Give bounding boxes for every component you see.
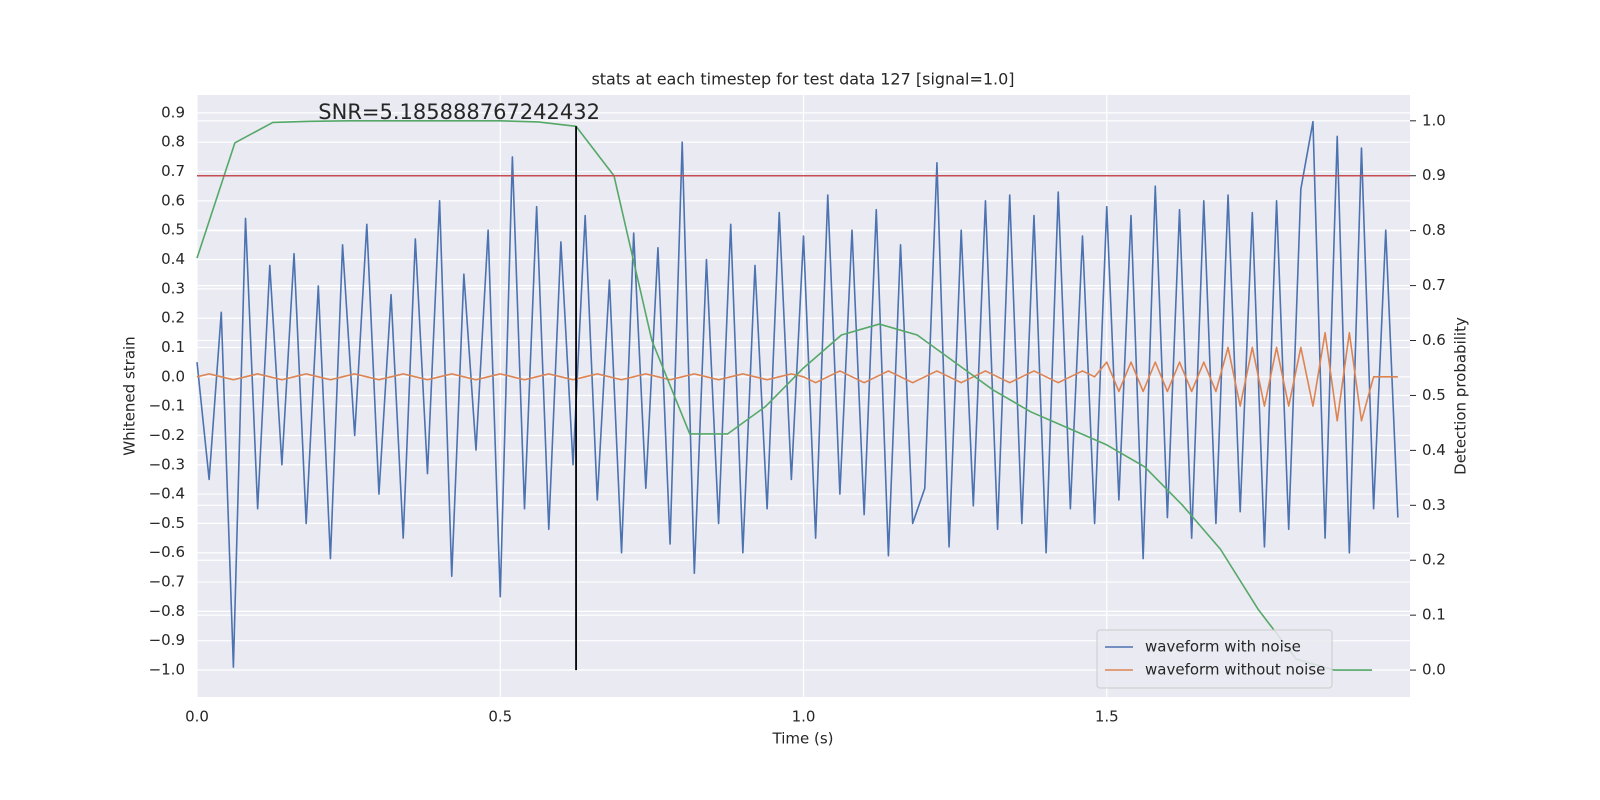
- legend-box: [1096, 629, 1333, 689]
- y-tick-label: 0.3: [161, 279, 185, 297]
- y-tick-label: 0.8: [161, 133, 185, 151]
- y-tick-label: 0.1: [161, 338, 185, 356]
- y-axis-label: Whitened strain: [121, 336, 139, 455]
- annotation: SNR=5.185888767242432: [318, 100, 600, 124]
- series-line: [196, 120, 1373, 671]
- y2-tick-label: 0.9: [1422, 166, 1446, 184]
- y-tick-label: −0.9: [149, 631, 185, 649]
- series-line: [196, 332, 1398, 422]
- x-axis-label: Time (s): [772, 730, 834, 748]
- y-tick-label: −0.3: [149, 455, 185, 473]
- y2-tick-label: 0.8: [1422, 221, 1446, 239]
- y2-tick-label: 0.6: [1422, 331, 1446, 349]
- y-tick-label: 0.7: [161, 162, 185, 180]
- chart-title: stats at each timestep for test data 127…: [591, 70, 1014, 89]
- y-tick-label: 0.6: [161, 191, 185, 209]
- y2-tick-label: 0.0: [1422, 661, 1446, 679]
- x-tick-label: 1.0: [792, 708, 816, 726]
- y-tick-label: −0.6: [149, 543, 185, 561]
- y-tick-label: −0.1: [149, 397, 185, 415]
- x-tick-label: 0.0: [185, 708, 209, 726]
- legend: waveform with noise waveform without nois…: [1096, 629, 1333, 689]
- y2-tick-label: 1.0: [1422, 111, 1446, 129]
- legend-label: waveform without noise: [1145, 661, 1325, 679]
- y2-axis-label: Detection probability: [1452, 317, 1470, 475]
- y2-tick-label: 0.7: [1422, 276, 1446, 294]
- y-tick-label: 0.4: [161, 250, 185, 268]
- series-line: [196, 120, 1399, 668]
- legend-label: waveform with noise: [1145, 638, 1301, 656]
- x-tick-label: 1.5: [1095, 708, 1119, 726]
- y-tick-label: 0.9: [161, 103, 185, 121]
- y-tick-label: 0.0: [161, 367, 185, 385]
- y-tick-label: −0.8: [149, 602, 185, 620]
- marks: [196, 120, 1410, 671]
- y-tick-label: −0.5: [149, 514, 185, 532]
- y2-tick-label: 0.2: [1422, 551, 1446, 569]
- labels: 0.0 0.5 1.0 1.5 −1.0 −0.9 −0.8 −0.7 −0.6 −0.5 −0.4…: [149, 100, 1446, 726]
- y-tick-label: −0.2: [149, 426, 185, 444]
- y-tick-label: −0.7: [149, 573, 185, 591]
- y-tick-label: 0.2: [161, 309, 185, 327]
- y-tick-label: 0.5: [161, 221, 185, 239]
- y2-tick-label: 0.4: [1422, 441, 1446, 459]
- y2-tick-label: 0.3: [1422, 496, 1446, 514]
- y2-tick-label: 0.5: [1422, 386, 1446, 404]
- y-tick-label: −0.4: [149, 485, 185, 503]
- x-tick-label: 0.5: [488, 708, 512, 726]
- y2-tick-label: 0.1: [1422, 606, 1446, 624]
- y-tick-label: −1.0: [149, 661, 185, 679]
